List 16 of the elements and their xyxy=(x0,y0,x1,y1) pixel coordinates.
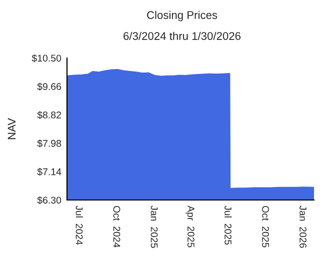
x-tick-label: Jan 2025 xyxy=(150,206,158,248)
x-tick-label: Jan 2026 xyxy=(300,206,306,248)
y-tick-label: $7.98 xyxy=(37,140,62,148)
y-tick-label: $7.14 xyxy=(37,168,62,176)
chart-subtitle: 6/3/2024 thru 1/30/2026 xyxy=(124,32,241,40)
x-tick-label: Jul 2024 xyxy=(76,206,83,245)
y-tick-label: $10.50 xyxy=(32,54,62,62)
chart-title: Closing Prices xyxy=(147,10,218,22)
x-tick-label: Jul 2025 xyxy=(224,206,232,245)
y-tick-label: $9.66 xyxy=(37,82,62,91)
x-tick-label: Oct 2024 xyxy=(113,206,120,248)
x-tick-label: Apr 2025 xyxy=(186,206,194,248)
y-axis-title: NAV xyxy=(8,118,16,140)
x-tick-label: Oct 2025 xyxy=(262,206,269,248)
y-tick-label: $6.30 xyxy=(37,196,62,204)
y-tick-label: $8.82 xyxy=(37,111,61,119)
